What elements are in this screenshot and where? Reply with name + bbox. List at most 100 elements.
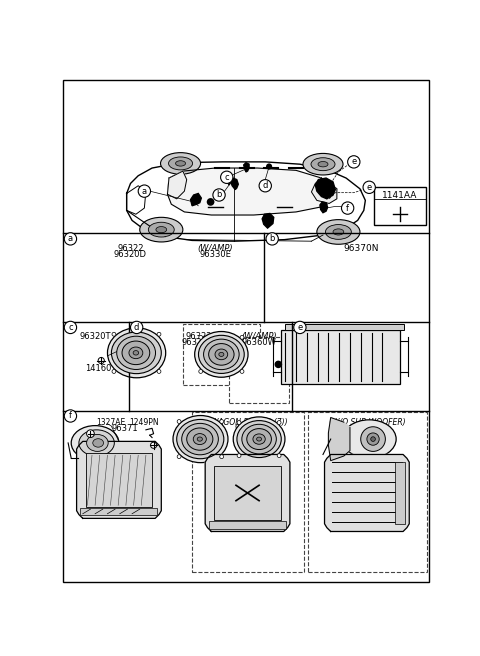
Text: 1141AC: 1141AC — [238, 360, 271, 369]
Text: (W/AMP): (W/AMP) — [241, 332, 277, 341]
Ellipse shape — [177, 419, 224, 459]
Text: 96330E: 96330E — [199, 251, 231, 259]
Ellipse shape — [122, 341, 150, 365]
Ellipse shape — [111, 332, 161, 374]
Ellipse shape — [176, 161, 186, 166]
Text: 96322: 96322 — [185, 332, 212, 341]
Text: 96320D: 96320D — [114, 251, 147, 259]
Ellipse shape — [257, 437, 262, 441]
Circle shape — [237, 454, 241, 457]
Text: 1249PN: 1249PN — [130, 419, 159, 427]
Polygon shape — [244, 163, 249, 172]
Circle shape — [213, 189, 225, 201]
Bar — [396, 462, 405, 523]
Ellipse shape — [317, 220, 360, 244]
Text: 1141AA: 1141AA — [382, 191, 418, 200]
Ellipse shape — [86, 434, 108, 451]
Circle shape — [259, 180, 271, 192]
Circle shape — [237, 420, 241, 424]
Ellipse shape — [247, 428, 271, 449]
Text: (WAGON 5DOOR (7)): (WAGON 5DOOR (7)) — [208, 419, 288, 427]
Text: d: d — [134, 323, 139, 332]
Circle shape — [207, 198, 215, 206]
Text: 96350T: 96350T — [346, 338, 377, 347]
Circle shape — [138, 185, 151, 197]
Circle shape — [86, 430, 94, 438]
Polygon shape — [230, 178, 238, 190]
Bar — [229, 337, 289, 403]
Circle shape — [177, 455, 181, 459]
Circle shape — [199, 335, 203, 339]
Ellipse shape — [156, 226, 167, 233]
Circle shape — [361, 427, 385, 451]
Circle shape — [266, 163, 272, 170]
Ellipse shape — [71, 426, 119, 461]
Ellipse shape — [117, 337, 156, 369]
Circle shape — [220, 455, 224, 459]
Text: f: f — [346, 203, 349, 213]
Circle shape — [348, 155, 360, 168]
Ellipse shape — [129, 347, 143, 359]
Ellipse shape — [342, 420, 396, 459]
Polygon shape — [262, 213, 274, 228]
Text: c: c — [225, 173, 229, 182]
Ellipse shape — [93, 439, 104, 447]
Text: c: c — [68, 323, 73, 332]
Polygon shape — [312, 178, 337, 203]
Bar — [192, 412, 304, 572]
Ellipse shape — [195, 331, 248, 377]
Polygon shape — [328, 417, 350, 461]
Ellipse shape — [253, 434, 265, 444]
Ellipse shape — [333, 229, 344, 235]
Circle shape — [398, 212, 402, 216]
Circle shape — [64, 321, 77, 334]
Ellipse shape — [148, 222, 174, 237]
Circle shape — [177, 420, 181, 423]
Ellipse shape — [215, 349, 228, 359]
Ellipse shape — [193, 434, 206, 445]
Text: a: a — [142, 187, 147, 195]
Ellipse shape — [311, 157, 335, 171]
Bar — [183, 323, 260, 385]
Polygon shape — [324, 455, 409, 531]
Circle shape — [363, 181, 375, 194]
Polygon shape — [320, 202, 328, 213]
Bar — [215, 466, 281, 520]
Text: 96320T: 96320T — [79, 332, 111, 341]
Ellipse shape — [303, 154, 343, 175]
Text: b: b — [216, 190, 222, 199]
Circle shape — [64, 410, 77, 422]
Ellipse shape — [160, 153, 201, 174]
Circle shape — [112, 369, 116, 373]
Ellipse shape — [197, 437, 203, 441]
Circle shape — [294, 321, 306, 334]
Polygon shape — [205, 455, 290, 531]
Ellipse shape — [325, 224, 351, 239]
Circle shape — [275, 361, 281, 367]
Polygon shape — [315, 178, 336, 199]
Polygon shape — [127, 162, 365, 241]
Circle shape — [277, 454, 281, 457]
Text: 96320D: 96320D — [182, 338, 215, 347]
Ellipse shape — [242, 424, 276, 454]
Text: d: d — [263, 181, 268, 190]
Circle shape — [266, 233, 278, 245]
Text: (W/AMP): (W/AMP) — [197, 244, 233, 253]
Polygon shape — [168, 168, 337, 215]
Ellipse shape — [233, 417, 285, 461]
Text: e: e — [297, 323, 302, 332]
Polygon shape — [77, 441, 161, 518]
Ellipse shape — [140, 217, 183, 242]
Ellipse shape — [209, 344, 234, 365]
Text: 96360W: 96360W — [241, 338, 276, 347]
Ellipse shape — [173, 415, 228, 462]
Text: 96350S: 96350S — [346, 332, 377, 341]
Text: a: a — [68, 234, 73, 243]
Circle shape — [220, 420, 224, 423]
Ellipse shape — [237, 420, 281, 458]
Circle shape — [151, 442, 156, 448]
Text: e: e — [351, 157, 357, 167]
Ellipse shape — [133, 350, 139, 355]
Text: 96371: 96371 — [234, 424, 261, 434]
Circle shape — [367, 433, 379, 445]
